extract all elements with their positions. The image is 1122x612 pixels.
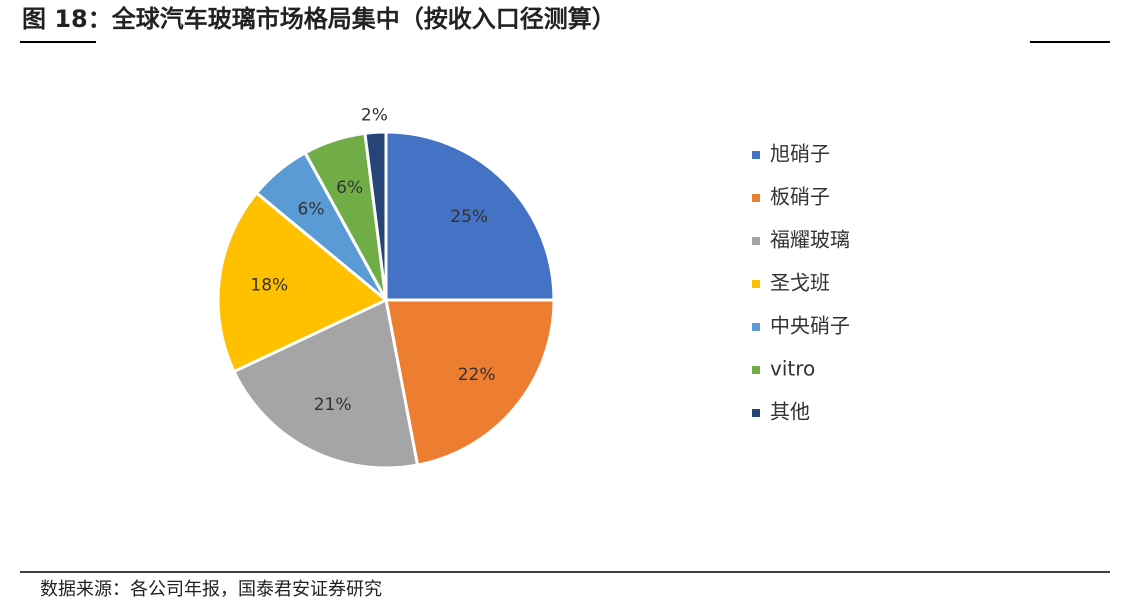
legend-marker: [752, 151, 760, 159]
legend-text: 中央硝子: [770, 314, 850, 338]
source-note: 数据来源：各公司年报，国泰君安证券研究: [40, 579, 382, 600]
legend-text: 其他: [770, 400, 810, 424]
legend-marker: [752, 323, 760, 331]
value-label: 18%: [250, 275, 288, 295]
legend-text: 圣戈班: [770, 271, 830, 295]
value-label: 6%: [336, 178, 363, 198]
legend-marker: [752, 409, 760, 417]
value-label: 6%: [298, 199, 325, 219]
pie-slice: [384, 298, 556, 467]
value-label: 25%: [450, 207, 488, 227]
legend-marker: [752, 194, 760, 202]
value-label: 21%: [314, 395, 352, 415]
legend-marker: [752, 237, 760, 245]
legend-text: 板硝子: [770, 185, 830, 209]
legend-marker: [752, 366, 760, 374]
pie-slice: [231, 297, 420, 470]
pie-slice: [363, 130, 388, 301]
legend-text: vitro: [770, 357, 815, 381]
legend-text: 旭硝子: [770, 142, 830, 166]
value-label: 2%: [361, 106, 388, 126]
pie-slice: [384, 130, 556, 302]
value-label: 22%: [458, 365, 496, 385]
chart-title: 图 18：全球汽车玻璃市场格局集中（按收入口径测算）: [22, 5, 616, 33]
legend-text: 福耀玻璃: [770, 228, 850, 252]
legend-marker: [752, 280, 760, 288]
pie-slice: [216, 190, 389, 374]
